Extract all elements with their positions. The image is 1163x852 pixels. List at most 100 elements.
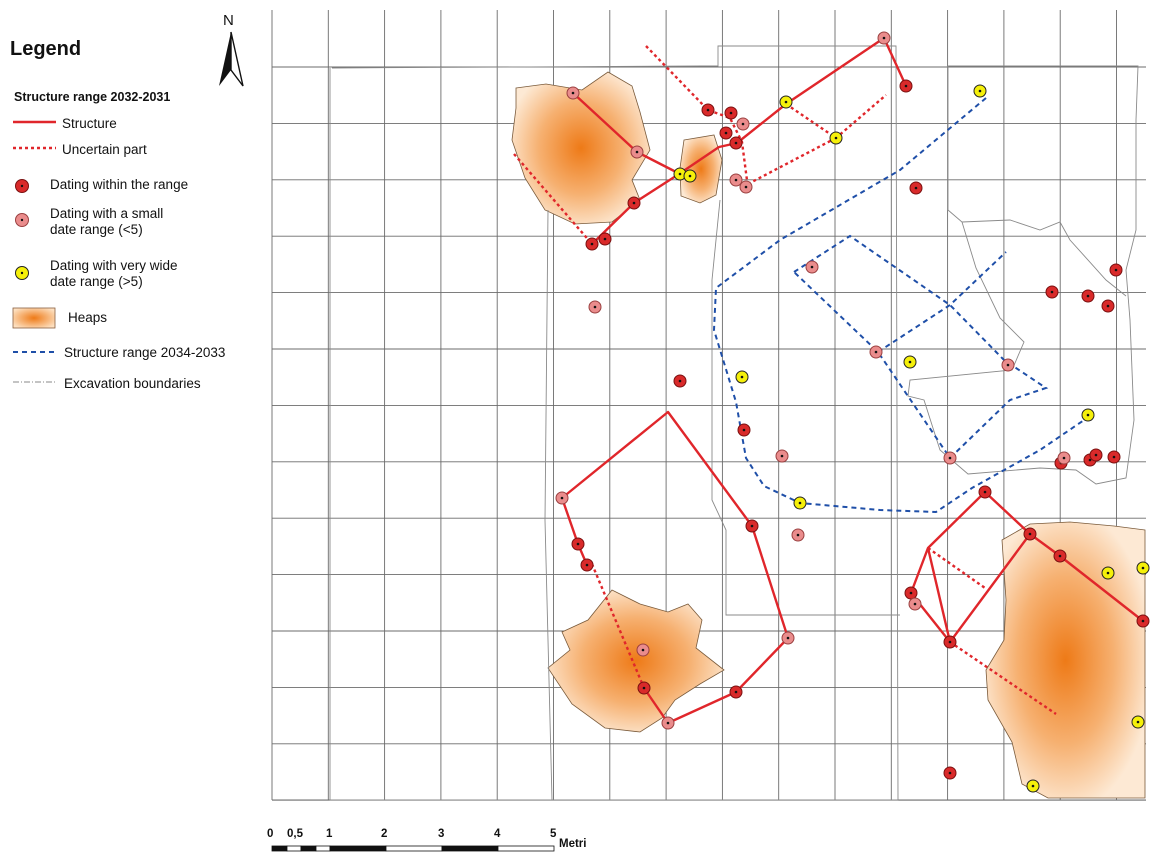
dating-within-icon xyxy=(15,179,29,193)
dating-within-point xyxy=(729,136,743,150)
dating-small-range-point xyxy=(1001,358,1015,372)
dating-small-range-point xyxy=(588,300,602,314)
dating-small-range-point xyxy=(729,173,743,187)
dating-within-point xyxy=(1023,527,1037,541)
scale-segment xyxy=(300,845,317,852)
heaps-layer xyxy=(511,71,1146,799)
legend-title: Legend xyxy=(10,38,82,60)
scale-tick-05: 0,5 xyxy=(287,828,303,840)
excavation-boundary xyxy=(907,65,1139,485)
dating-within-point xyxy=(673,374,687,388)
structure-line xyxy=(926,547,952,643)
dating-within-point xyxy=(1107,450,1121,464)
excavation-boundary xyxy=(711,199,900,616)
structure-line xyxy=(560,497,589,566)
legend-panel: Legend Structure range 2032-2031 Structu… xyxy=(0,0,270,420)
dating-wide-range-point xyxy=(1136,561,1150,575)
dating-within-point xyxy=(1045,285,1059,299)
dating-within-point xyxy=(719,126,733,140)
legend-uncertain-label: Uncertain part xyxy=(62,142,147,157)
scale-tick-4: 4 xyxy=(494,828,501,840)
dating-small-range-point xyxy=(791,528,805,542)
legend-excavation-label: Excavation boundaries xyxy=(64,376,201,391)
uncertain-line-swatch xyxy=(13,146,56,150)
dating-within-point xyxy=(1136,614,1150,628)
scale-tick-5: 5 xyxy=(550,828,557,840)
dating-within-point xyxy=(904,586,918,600)
dating-small-range-icon xyxy=(15,213,29,227)
dating-within-point xyxy=(598,232,612,246)
dating-small-range-point xyxy=(555,491,569,505)
excavation-boundary xyxy=(961,219,1127,297)
dating-within-point xyxy=(1053,549,1067,563)
dating-points-layer xyxy=(555,31,1150,793)
scale-bar xyxy=(271,845,555,852)
dating-small-range-point xyxy=(775,449,789,463)
scale-segment xyxy=(286,845,302,852)
legend-subtitle: Structure range 2032-2031 xyxy=(14,90,171,104)
dating-within-point xyxy=(1089,448,1103,462)
dating-wide-range-point xyxy=(1131,715,1145,729)
dating-within-point xyxy=(701,103,715,117)
scale-segment xyxy=(315,845,331,852)
dating-small-range-point xyxy=(908,597,922,611)
structure-2034-swatch xyxy=(13,351,56,353)
uncertain-line xyxy=(513,153,593,245)
scale-segment xyxy=(271,845,288,852)
dating-within-point xyxy=(737,423,751,437)
north-arrow-icon xyxy=(219,31,244,87)
dating-small-range-point xyxy=(739,180,753,194)
legend-structure-label: Structure xyxy=(62,116,117,131)
dating-within-point xyxy=(1109,263,1123,277)
scale-segment xyxy=(329,845,387,852)
north-arrow: N xyxy=(214,12,250,87)
uncertain-line xyxy=(747,136,837,186)
dating-wide-range-point xyxy=(903,355,917,369)
dating-within-point xyxy=(909,181,923,195)
structure-2034-line xyxy=(793,234,1049,460)
legend-dating-wide-label-1: Dating with very wide xyxy=(50,258,178,273)
scale-segment xyxy=(385,845,443,852)
dating-wide-range-point xyxy=(683,169,697,183)
structure-line xyxy=(909,490,1032,644)
dating-within-point xyxy=(627,196,641,210)
dating-small-range-point xyxy=(1057,451,1071,465)
dating-small-range-point xyxy=(636,643,650,657)
legend-dating-small-label-1: Dating with a small xyxy=(50,206,164,221)
scale-segment xyxy=(441,845,499,852)
dating-small-range-point xyxy=(943,451,957,465)
dating-wide-range-icon xyxy=(15,266,29,280)
dating-within-point xyxy=(580,558,594,572)
dating-wide-range-point xyxy=(779,95,793,109)
structure-2034-line xyxy=(712,97,1091,514)
dating-within-point xyxy=(745,519,759,533)
dating-small-range-point xyxy=(566,86,580,100)
heap xyxy=(985,521,1146,799)
dating-small-range-point xyxy=(877,31,891,45)
dating-small-range-point xyxy=(869,345,883,359)
dating-small-range-point xyxy=(661,716,675,730)
dating-within-point xyxy=(729,685,743,699)
scale-segment xyxy=(497,845,555,852)
excavation-boundary xyxy=(329,45,899,801)
dating-small-range-point xyxy=(630,145,644,159)
dating-within-point xyxy=(637,681,651,695)
uncertain-line xyxy=(590,563,646,689)
dating-wide-range-point xyxy=(1026,779,1040,793)
dating-small-range-point xyxy=(781,631,795,645)
structure-line xyxy=(591,36,908,245)
dating-within-point xyxy=(724,106,738,120)
dating-wide-range-point xyxy=(973,84,987,98)
dating-small-range-point xyxy=(805,260,819,274)
scale-unit: Metri xyxy=(559,838,587,850)
dating-small-range-point xyxy=(736,117,750,131)
legend-dating-within-label: Dating within the range xyxy=(50,177,189,192)
excavation-swatch xyxy=(13,381,56,383)
dating-wide-range-point xyxy=(1081,408,1095,422)
dating-wide-range-point xyxy=(793,496,807,510)
scale-tick-1: 1 xyxy=(326,828,333,840)
dating-within-point xyxy=(899,79,913,93)
legend-dating-wide-label-2: date range (>5) xyxy=(50,274,143,289)
heap-swatch xyxy=(12,307,56,329)
